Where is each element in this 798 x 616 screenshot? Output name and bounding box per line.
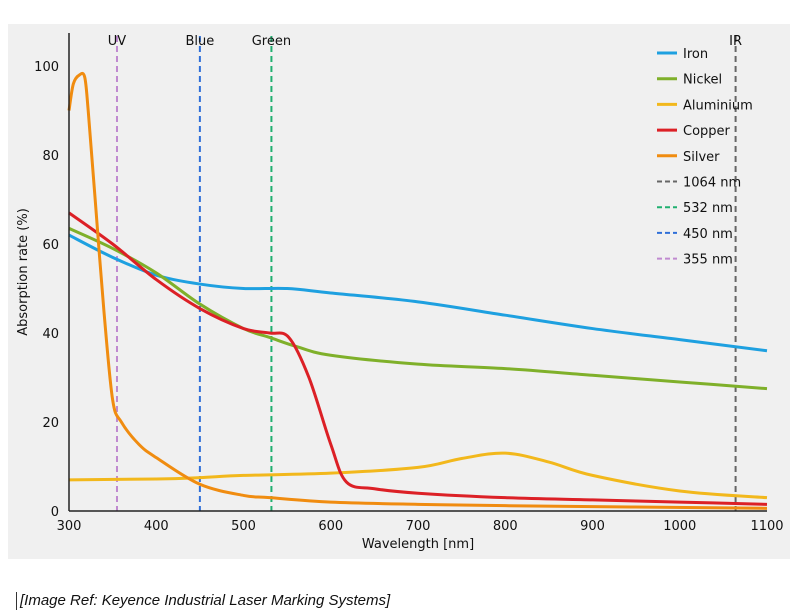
legend-label: 532 nm	[683, 201, 733, 216]
series-line-aluminium	[68, 451, 768, 500]
wavelength-label: Blue	[185, 34, 214, 49]
x-tick-label: 600	[318, 519, 343, 534]
x-tick-label: 300	[57, 519, 82, 534]
wavelength-label: IR	[729, 34, 742, 49]
y-tick-label: 0	[51, 505, 59, 520]
series-line-copper	[68, 211, 768, 506]
y-tick-label: 40	[42, 327, 59, 342]
legend-label: Nickel	[683, 73, 722, 88]
x-tick-label: 700	[406, 519, 431, 534]
legend-label: 355 nm	[683, 253, 733, 268]
x-tick-label: 800	[493, 519, 518, 534]
legend-label: Iron	[683, 47, 708, 62]
y-axis-label: Absorption rate (%)	[16, 208, 31, 336]
legend-label: Silver	[683, 150, 720, 165]
y-tick-label: 20	[42, 416, 59, 431]
x-tick-label: 1100	[750, 519, 783, 534]
x-tick-label: 1000	[663, 519, 696, 534]
image-reference-caption: [Image Ref: Keyence Industrial Laser Mar…	[16, 592, 390, 610]
x-tick-label: 400	[144, 519, 169, 534]
series-line-iron	[68, 233, 768, 353]
x-tick-label: 500	[231, 519, 256, 534]
legend-label: 450 nm	[683, 227, 733, 242]
y-tick-label: 100	[34, 60, 59, 75]
x-tick-label: 900	[580, 519, 605, 534]
series-line-silver	[67, 71, 768, 510]
series-line-nickel	[68, 227, 768, 391]
wavelength-label: UV	[108, 34, 127, 49]
legend-label: 1064 nm	[683, 176, 741, 191]
legend: Iron Nickel Aluminium Copper Silver 1064 nm 53…	[657, 47, 753, 268]
legend-label: Aluminium	[683, 98, 753, 113]
x-axis-label: Wavelength [nm]	[362, 537, 474, 552]
y-tick-label: 60	[42, 238, 59, 253]
y-tick-label: 80	[42, 149, 59, 164]
legend-label: Copper	[683, 124, 731, 139]
wavelength-label: Green	[252, 34, 291, 49]
